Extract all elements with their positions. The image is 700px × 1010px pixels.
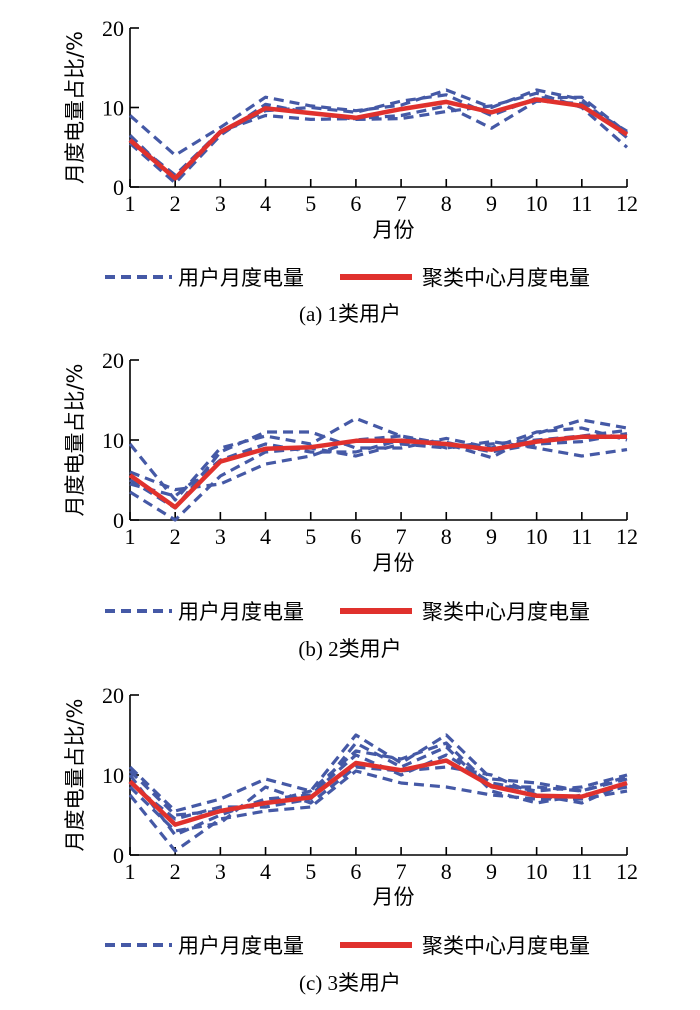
- user-series-line: [128, 753, 628, 837]
- y-tick-label: 0: [113, 175, 124, 200]
- cluster-center-line: [128, 758, 628, 827]
- x-tick-label: 10: [526, 191, 548, 216]
- user-series-line: [128, 765, 628, 833]
- legend-user-label: 用户月度电量: [178, 600, 304, 624]
- x-tick-label: 3: [215, 524, 226, 549]
- x-tick-label: 12: [616, 524, 638, 549]
- legend-user-label: 用户月度电量: [178, 266, 304, 290]
- y-tick-label: 0: [113, 843, 124, 868]
- legend-center-label: 聚类中心月度电量: [422, 266, 590, 290]
- user-series-line: [129, 426, 628, 510]
- user-series-line: [128, 93, 628, 181]
- y-axis-label: 月度电量占比/%: [63, 698, 87, 851]
- legend-center-label: 聚类中心月度电量: [422, 600, 590, 624]
- x-tick-label: 4: [260, 524, 271, 549]
- x-tick-label: 1: [125, 524, 136, 549]
- y-axis-label: 月度电量占比/%: [63, 363, 87, 516]
- y-tick-label: 20: [102, 348, 124, 373]
- x-tick-label: 8: [441, 524, 452, 549]
- x-tick-label: 6: [350, 191, 361, 216]
- x-tick-label: 2: [170, 524, 181, 549]
- x-tick-label: 10: [526, 524, 548, 549]
- user-series-line: [128, 733, 628, 813]
- x-tick-label: 11: [571, 859, 592, 884]
- x-tick-label: 8: [441, 859, 452, 884]
- x-axis-label: 月份: [373, 885, 415, 909]
- user-series-line: [129, 99, 628, 177]
- user-series-line: [129, 440, 628, 522]
- x-tick-label: 10: [526, 859, 548, 884]
- cluster-center-line: [128, 434, 627, 510]
- y-tick-label: 20: [102, 683, 124, 708]
- x-tick-label: 7: [396, 859, 407, 884]
- legend-center-label: 聚类中心月度电量: [422, 934, 590, 958]
- x-axis-label: 月份: [373, 551, 415, 575]
- x-tick-label: 4: [260, 859, 271, 884]
- x-tick-label: 3: [215, 859, 226, 884]
- x-tick-label: 3: [215, 191, 226, 216]
- user-series-line: [129, 428, 628, 492]
- x-tick-label: 7: [396, 191, 407, 216]
- x-tick-label: 12: [616, 859, 638, 884]
- x-tick-label: 6: [350, 859, 361, 884]
- legend-user-label: 用户月度电量: [178, 934, 304, 958]
- x-tick-label: 2: [170, 191, 181, 216]
- x-tick-label: 5: [305, 524, 316, 549]
- chart-caption: (b) 2类用户: [298, 637, 401, 661]
- y-tick-label: 0: [113, 508, 124, 533]
- y-tick-label: 10: [102, 763, 124, 788]
- x-tick-label: 1: [125, 191, 136, 216]
- x-tick-label: 11: [571, 524, 592, 549]
- x-tick-label: 8: [441, 191, 452, 216]
- user-series-line: [128, 416, 628, 502]
- x-tick-label: 9: [486, 524, 497, 549]
- user-series-line: [129, 432, 628, 498]
- x-tick-label: 5: [305, 859, 316, 884]
- x-axis-label: 月份: [373, 218, 415, 242]
- x-tick-label: 4: [260, 191, 271, 216]
- x-tick-label: 6: [350, 524, 361, 549]
- x-tick-label: 9: [486, 859, 497, 884]
- x-tick-label: 7: [396, 524, 407, 549]
- y-axis-label: 月度电量占比/%: [63, 31, 87, 184]
- x-tick-label: 9: [486, 191, 497, 216]
- x-tick-label: 2: [170, 859, 181, 884]
- user-series-line: [129, 741, 628, 821]
- y-tick-label: 10: [102, 96, 124, 121]
- chart-caption: (a) 1类用户: [299, 302, 401, 326]
- user-series-line: [128, 91, 629, 185]
- y-tick-label: 10: [102, 428, 124, 453]
- chart-caption: (c) 3类用户: [299, 971, 401, 995]
- x-tick-label: 5: [305, 191, 316, 216]
- y-tick-label: 20: [102, 16, 124, 41]
- x-tick-label: 11: [571, 191, 592, 216]
- x-tick-label: 1: [125, 859, 136, 884]
- cluster-center-line: [128, 97, 629, 181]
- x-tick-label: 12: [616, 191, 638, 216]
